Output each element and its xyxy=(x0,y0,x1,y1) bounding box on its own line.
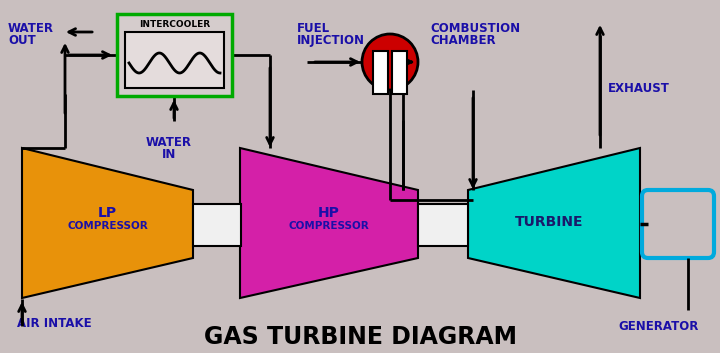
Text: COMPRESSOR: COMPRESSOR xyxy=(289,221,369,231)
Text: OUT: OUT xyxy=(8,34,36,47)
Text: CHAMBER: CHAMBER xyxy=(430,34,495,47)
Text: TURBINE: TURBINE xyxy=(515,215,583,229)
Text: COMBUSTION: COMBUSTION xyxy=(430,22,520,35)
Text: WATER: WATER xyxy=(8,22,54,35)
Text: WATER: WATER xyxy=(146,136,192,149)
Polygon shape xyxy=(240,148,418,298)
Text: IN: IN xyxy=(162,148,176,161)
Text: EXHAUST: EXHAUST xyxy=(608,82,670,95)
Circle shape xyxy=(362,34,418,90)
Text: GAS TURBINE DIAGRAM: GAS TURBINE DIAGRAM xyxy=(204,325,516,349)
FancyBboxPatch shape xyxy=(392,51,408,94)
Text: LP: LP xyxy=(98,206,117,220)
Text: INJECTION: INJECTION xyxy=(297,34,365,47)
FancyBboxPatch shape xyxy=(418,203,468,245)
FancyBboxPatch shape xyxy=(373,51,388,94)
FancyBboxPatch shape xyxy=(193,203,241,245)
FancyBboxPatch shape xyxy=(125,32,224,88)
Text: HP: HP xyxy=(318,206,340,220)
FancyBboxPatch shape xyxy=(22,220,640,229)
Text: COMPRESSOR: COMPRESSOR xyxy=(67,221,148,231)
FancyBboxPatch shape xyxy=(642,190,714,258)
Text: GENERATOR: GENERATOR xyxy=(618,320,698,333)
Text: FUEL: FUEL xyxy=(297,22,330,35)
Polygon shape xyxy=(22,148,193,298)
FancyBboxPatch shape xyxy=(117,14,232,96)
Text: AIR INTAKE: AIR INTAKE xyxy=(17,317,91,330)
Polygon shape xyxy=(468,148,640,298)
Text: INTERCOOLER: INTERCOOLER xyxy=(139,20,210,29)
